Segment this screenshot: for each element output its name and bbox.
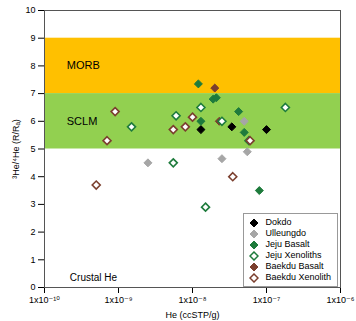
svg-text:MORB: MORB: [67, 59, 100, 71]
svg-text:Crustal He: Crustal He: [70, 272, 118, 283]
html-text:Jeju Basalt: Jeju Basalt: [265, 239, 310, 249]
svg-text:3: 3: [30, 199, 35, 209]
svg-text:10: 10: [25, 5, 35, 15]
svg-text:7: 7: [30, 88, 35, 98]
svg-text:2: 2: [30, 227, 35, 237]
svg-text:SCLM: SCLM: [67, 115, 98, 127]
svg-text:³He/⁴He (R/Rₐ): ³He/⁴He (R/Rₐ): [11, 119, 21, 179]
svg-text:1: 1: [30, 255, 35, 265]
svg-text:1x10⁻⁷: 1x10⁻⁷: [253, 295, 281, 305]
svg-text:1x10⁻⁸: 1x10⁻⁸: [178, 295, 206, 305]
svg-text:6: 6: [30, 116, 35, 126]
svg-text:4: 4: [30, 172, 35, 182]
svg-text:8: 8: [30, 61, 35, 71]
svg-text:1x10⁻⁹: 1x10⁻⁹: [104, 295, 132, 305]
html-text:Baekdu Basalt: Baekdu Basalt: [265, 261, 324, 271]
svg-text:1x10⁻¹⁰: 1x10⁻¹⁰: [29, 295, 60, 305]
html-text:Baekdu Xenolith: Baekdu Xenolith: [265, 272, 331, 282]
svg-text:0: 0: [30, 282, 35, 292]
svg-text:9: 9: [30, 33, 35, 43]
html-text:Dokdo: Dokdo: [265, 217, 292, 227]
html-text:Ulleungdo: Ulleungdo: [265, 228, 306, 238]
html-text:Jeju Xenoliths: Jeju Xenoliths: [265, 250, 322, 260]
svg-text:1x10⁻⁶: 1x10⁻⁶: [327, 295, 355, 305]
svg-text:5: 5: [30, 144, 35, 154]
svg-text:He (ccSTP/g): He (ccSTP/g): [165, 310, 219, 320]
